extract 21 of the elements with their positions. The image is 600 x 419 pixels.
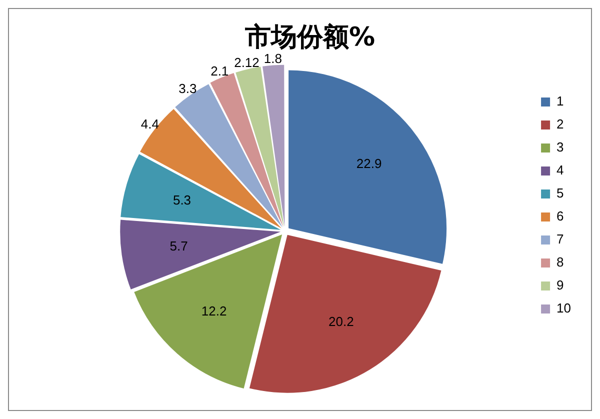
- data-label: 1.8: [264, 51, 282, 66]
- legend-label: 2: [556, 116, 564, 132]
- legend-label: 10: [556, 300, 572, 316]
- legend-label: 1: [556, 94, 564, 109]
- data-label: 12.2: [201, 303, 227, 318]
- data-label: 2.1: [210, 64, 229, 79]
- data-label: 5.3: [172, 192, 192, 208]
- legend-label: 3: [556, 140, 564, 155]
- data-label: 2.12: [234, 55, 260, 70]
- legend-label: 4: [556, 162, 564, 178]
- legend-label: 5: [556, 186, 564, 201]
- data-label: 20.2: [328, 314, 354, 330]
- data-label: 22.9: [356, 156, 382, 171]
- legend-label: 8: [556, 254, 564, 270]
- chart-title: 市场份额%: [244, 22, 376, 52]
- legend-label: 9: [556, 278, 564, 293]
- legend-label: 7: [556, 232, 564, 247]
- data-label: 3.3: [178, 81, 197, 96]
- legend-label: 6: [556, 208, 564, 224]
- data-label: 5.7: [170, 238, 188, 254]
- data-label: 4.4: [140, 116, 159, 132]
